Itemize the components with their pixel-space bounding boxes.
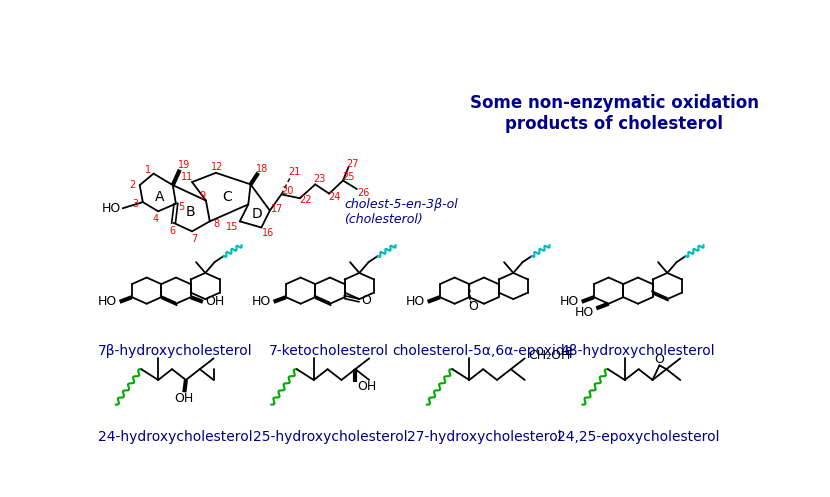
Text: HO: HO xyxy=(406,295,425,308)
Text: 24,25-epoxycholesterol: 24,25-epoxycholesterol xyxy=(558,430,720,444)
Text: cholest-5-en-3β-ol
(cholesterol): cholest-5-en-3β-ol (cholesterol) xyxy=(344,198,458,226)
Text: 21: 21 xyxy=(288,167,300,177)
Text: 15: 15 xyxy=(226,222,238,232)
Text: O: O xyxy=(655,353,664,366)
Text: 25: 25 xyxy=(342,171,354,182)
Text: 24-hydroxycholesterol: 24-hydroxycholesterol xyxy=(98,430,252,444)
Text: 19: 19 xyxy=(178,160,190,170)
Text: 11: 11 xyxy=(181,171,193,182)
Text: 3: 3 xyxy=(133,199,139,209)
Text: 27: 27 xyxy=(347,159,359,168)
Text: 12: 12 xyxy=(212,162,223,171)
Text: 24: 24 xyxy=(329,192,340,202)
Text: HO: HO xyxy=(252,295,271,308)
Text: 2: 2 xyxy=(129,180,136,190)
Text: 26: 26 xyxy=(357,188,369,198)
Text: 6: 6 xyxy=(169,226,175,236)
Text: A: A xyxy=(155,190,164,204)
Text: 7: 7 xyxy=(191,234,198,244)
Text: 16: 16 xyxy=(262,228,275,238)
Text: 7-ketocholesterol: 7-ketocholesterol xyxy=(269,344,389,358)
Text: D: D xyxy=(251,207,262,221)
Text: 20: 20 xyxy=(281,185,294,195)
Text: 8: 8 xyxy=(213,219,220,229)
Text: 25-hydroxycholesterol: 25-hydroxycholesterol xyxy=(253,430,408,444)
Text: HO: HO xyxy=(98,295,117,308)
Text: OH: OH xyxy=(358,380,377,393)
Text: B: B xyxy=(186,205,195,219)
Text: HO: HO xyxy=(560,295,579,308)
Text: 22: 22 xyxy=(299,195,311,205)
Text: 1: 1 xyxy=(145,165,151,175)
Text: OH: OH xyxy=(205,295,225,308)
Text: O: O xyxy=(468,300,478,313)
Text: 4: 4 xyxy=(153,214,159,224)
Text: 27-hydroxycholesterol: 27-hydroxycholesterol xyxy=(408,430,562,444)
Text: 9: 9 xyxy=(199,191,205,201)
Text: 23: 23 xyxy=(313,174,325,184)
Text: cholesterol-5α,6α-epoxide: cholesterol-5α,6α-epoxide xyxy=(393,344,574,358)
Text: Some non-enzymatic oxidation
products of cholesterol: Some non-enzymatic oxidation products of… xyxy=(470,94,759,133)
Text: HO: HO xyxy=(574,307,594,320)
Text: C: C xyxy=(222,190,232,204)
Text: HO: HO xyxy=(102,202,121,215)
Text: CH₂OH: CH₂OH xyxy=(529,349,571,362)
Text: 18: 18 xyxy=(256,164,268,174)
Text: O: O xyxy=(362,294,372,307)
Text: 17: 17 xyxy=(271,204,284,214)
Text: OH: OH xyxy=(175,392,194,405)
Text: 5: 5 xyxy=(178,202,184,213)
Text: 7β-hydroxycholesterol: 7β-hydroxycholesterol xyxy=(98,344,252,358)
Text: 4β-hydroxycholesterol: 4β-hydroxycholesterol xyxy=(559,344,715,358)
